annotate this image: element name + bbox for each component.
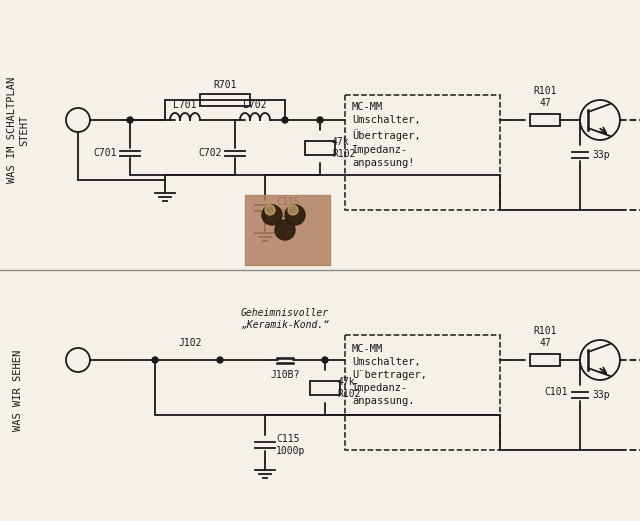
Text: L701: L701 (173, 100, 196, 110)
Text: L702: L702 (243, 100, 267, 110)
Bar (345, 95, 500, 210)
Bar (530, 114, 560, 126)
Text: C115
1000p: C115 1000p (276, 434, 305, 456)
Text: WAS WIR SEHEN: WAS WIR SEHEN (13, 350, 23, 431)
Text: 33p: 33p (592, 150, 610, 160)
Text: C115
1000p: C115 1000p (276, 197, 305, 219)
Text: Geheimnisvoller
„Keramik-Kond.“: Geheimnisvoller „Keramik-Kond.“ (241, 307, 329, 330)
Circle shape (262, 205, 282, 225)
Circle shape (265, 205, 275, 215)
Text: J10B?: J10B? (270, 370, 300, 380)
Text: 47k
R102: 47k R102 (332, 137, 355, 159)
Circle shape (317, 117, 323, 123)
Circle shape (217, 357, 223, 363)
Circle shape (282, 117, 288, 123)
Text: R101
47: R101 47 (533, 86, 557, 108)
Text: R101
47: R101 47 (533, 326, 557, 348)
Circle shape (288, 205, 298, 215)
Circle shape (275, 220, 295, 240)
Circle shape (322, 357, 328, 363)
Text: C701: C701 (93, 148, 117, 158)
Text: C101: C101 (545, 387, 568, 397)
Text: 33p: 33p (592, 390, 610, 400)
Bar (305, 141, 335, 155)
Bar (310, 381, 340, 395)
Circle shape (285, 205, 305, 225)
Bar (245, 195, 330, 265)
Bar (200, 94, 250, 106)
Text: 47k
R102: 47k R102 (337, 377, 360, 399)
Circle shape (152, 357, 158, 363)
Text: MC-MM
Umschalter,
Übertrager,
Impedanz-
anpassung.: MC-MM Umschalter, Übertrager, Impedanz-… (352, 344, 427, 406)
Text: C702: C702 (198, 148, 222, 158)
Text: WAS IM SCHALTPLAN
STEHT: WAS IM SCHALTPLAN STEHT (7, 77, 29, 183)
Text: R701: R701 (213, 80, 237, 90)
Bar (530, 354, 560, 366)
Text: MC-MM
Umschalter,
Übertrager,
Impedanz-
anpassung!: MC-MM Umschalter, Übertrager, Impedanz- … (352, 102, 420, 168)
Circle shape (127, 117, 133, 123)
Text: J102: J102 (179, 338, 202, 348)
Bar (345, 335, 500, 450)
